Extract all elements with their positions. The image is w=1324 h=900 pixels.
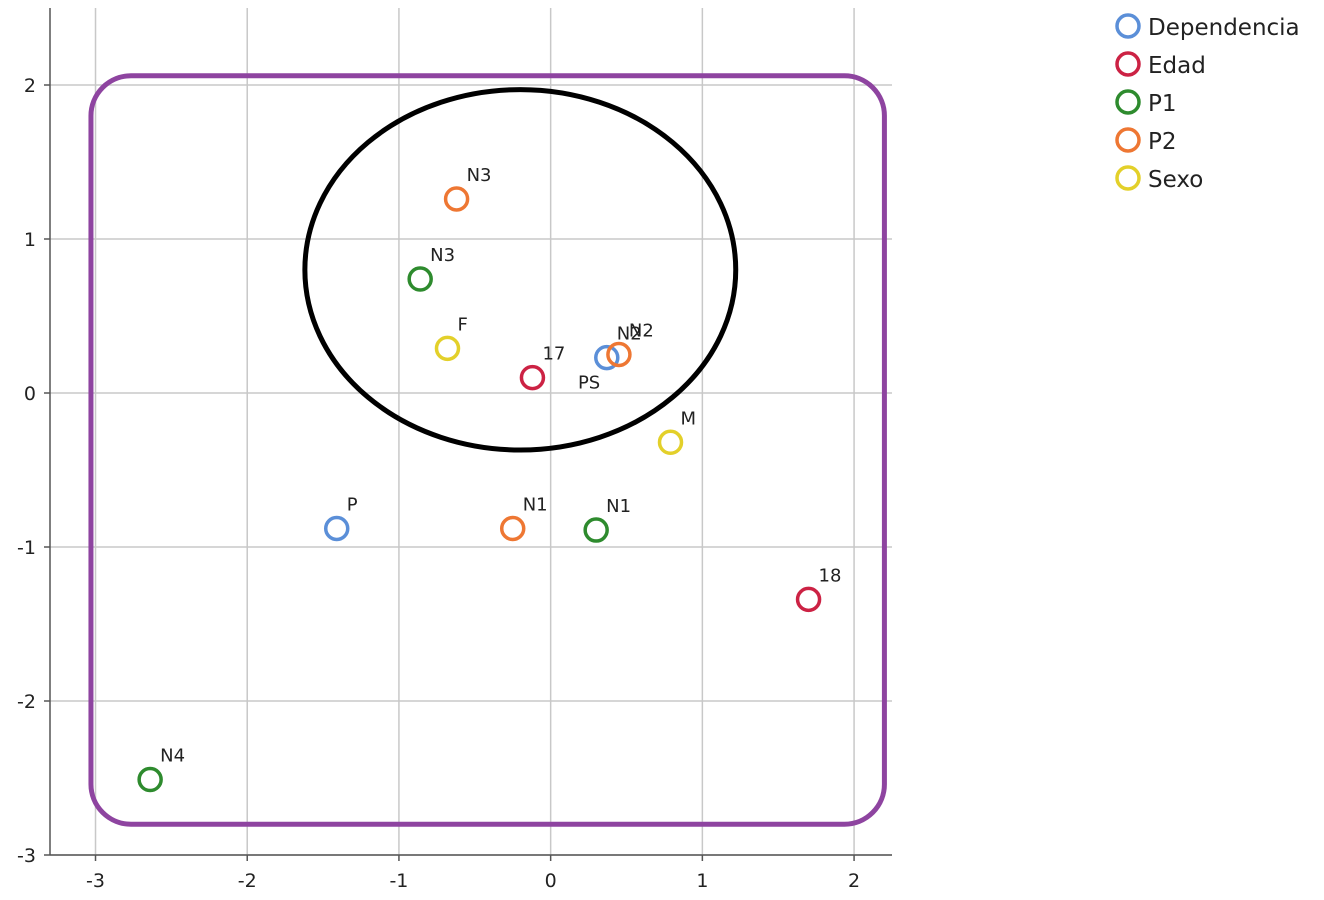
data-point-p1 bbox=[407, 266, 433, 292]
legend-marker-edad bbox=[1115, 51, 1141, 77]
data-point-label: N1 bbox=[606, 496, 631, 517]
legend-label-edad: Edad bbox=[1148, 53, 1206, 79]
annotation-shapes: PS bbox=[88, 73, 887, 827]
x-tick-label: -1 bbox=[389, 870, 408, 892]
legend-marker-p1 bbox=[1115, 89, 1141, 115]
legend-label-p1: P1 bbox=[1148, 91, 1177, 117]
data-point-label: F bbox=[457, 314, 467, 335]
data-point-edad bbox=[519, 364, 546, 391]
legend: Dependencia Edad P1 P2 Sexo bbox=[1115, 13, 1300, 193]
data-point-dependencia bbox=[323, 515, 350, 542]
y-tick-label: -3 bbox=[17, 845, 36, 867]
data-point-label: M bbox=[681, 408, 697, 429]
annotation-text: PS bbox=[578, 372, 600, 393]
legend-label-sexo: Sexo bbox=[1148, 167, 1203, 193]
data-point-p2 bbox=[606, 341, 632, 368]
data-point-p2 bbox=[443, 186, 470, 212]
data-point-label: P bbox=[347, 495, 358, 516]
data-point-label: N3 bbox=[467, 165, 492, 186]
legend-label-dependencia: Dependencia bbox=[1148, 15, 1300, 41]
legend-marker-p2 bbox=[1115, 127, 1141, 153]
data-point-label: N4 bbox=[160, 746, 185, 767]
data-points: N2 P 17 18 N3 N1 N4 N3 N2 N1 F M bbox=[137, 165, 842, 793]
grid-lines bbox=[50, 8, 892, 856]
legend-marker-sexo bbox=[1115, 165, 1141, 191]
data-point-label: 18 bbox=[819, 565, 842, 586]
tick-labels: -3 -2 -1 0 1 2 2 1 0 -1 -2 -3 bbox=[17, 75, 860, 892]
y-tick-label: 2 bbox=[24, 75, 36, 97]
data-point-p1 bbox=[137, 766, 163, 793]
highlight-ellipse bbox=[302, 87, 739, 453]
data-point-label: 17 bbox=[542, 344, 565, 365]
data-point-label: N2 bbox=[629, 321, 654, 342]
y-tick-label: -1 bbox=[17, 537, 36, 559]
data-point-p2 bbox=[499, 515, 526, 542]
x-tick-label: 2 bbox=[848, 870, 860, 892]
x-tick-label: -2 bbox=[238, 870, 257, 892]
data-point-sexo bbox=[434, 335, 461, 362]
x-tick-label: 0 bbox=[545, 870, 557, 892]
y-tick-label: 1 bbox=[24, 229, 36, 251]
data-point-label: N3 bbox=[430, 245, 455, 266]
data-point-sexo bbox=[657, 429, 684, 456]
data-point-dependencia bbox=[594, 344, 620, 371]
x-tick-label: 1 bbox=[696, 870, 708, 892]
data-point-p1 bbox=[583, 517, 609, 543]
x-tick-label: -3 bbox=[86, 870, 105, 892]
data-point-label: N1 bbox=[523, 495, 548, 516]
legend-marker-dependencia bbox=[1115, 13, 1141, 39]
y-tick-label: 0 bbox=[24, 383, 36, 405]
data-point-edad bbox=[795, 586, 822, 613]
data-point-label: N2 bbox=[617, 324, 642, 345]
legend-label-p2: P2 bbox=[1148, 129, 1177, 155]
axes bbox=[44, 8, 892, 861]
highlight-rounded-rectangle bbox=[88, 73, 887, 827]
y-tick-label: -2 bbox=[17, 691, 36, 713]
